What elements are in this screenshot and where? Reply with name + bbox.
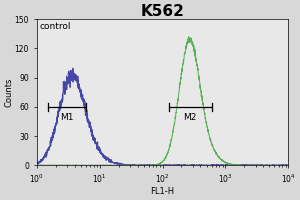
- Y-axis label: Counts: Counts: [4, 78, 13, 107]
- X-axis label: FL1-H: FL1-H: [151, 187, 175, 196]
- Text: M1: M1: [60, 113, 74, 122]
- Title: K562: K562: [141, 4, 184, 19]
- Text: M2: M2: [184, 113, 197, 122]
- Text: control: control: [40, 22, 71, 31]
